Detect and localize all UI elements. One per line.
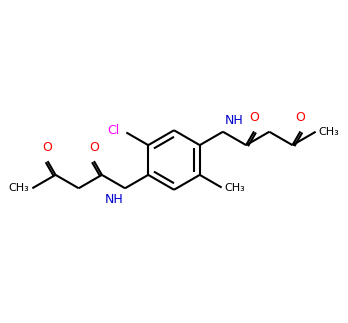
Text: CH₃: CH₃ bbox=[9, 183, 29, 193]
Text: O: O bbox=[295, 111, 305, 124]
Text: O: O bbox=[249, 111, 259, 124]
Text: Cl: Cl bbox=[107, 124, 119, 137]
Text: NH: NH bbox=[104, 193, 123, 206]
Text: NH: NH bbox=[225, 114, 244, 127]
Text: CH₃: CH₃ bbox=[319, 127, 339, 137]
Text: O: O bbox=[89, 141, 99, 154]
Text: CH₃: CH₃ bbox=[224, 182, 245, 193]
Text: O: O bbox=[43, 141, 53, 154]
